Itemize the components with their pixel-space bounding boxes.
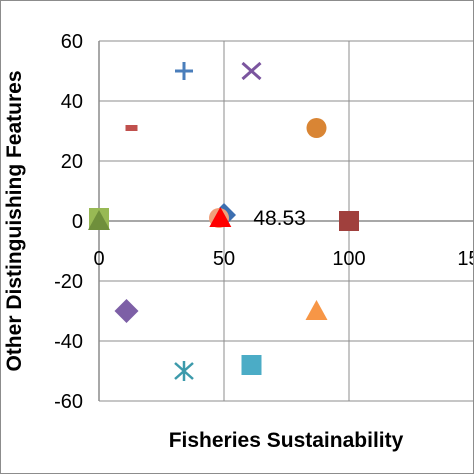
x-tick-label: 100 — [332, 248, 365, 270]
data-point-square — [339, 211, 359, 231]
data-point-diamond — [114, 299, 139, 323]
data-point-triangle — [209, 207, 232, 227]
data-point-x — [241, 61, 262, 81]
y-tick-label: 0 — [72, 211, 83, 233]
tick-labels: 60 40 20 0 -20 -40 -60 0 50 100 150 — [54, 31, 474, 413]
y-tick-label: -40 — [54, 331, 83, 353]
data-labels: 48.53 — [253, 207, 306, 230]
x-axis-title: Fisheries Sustainability — [169, 429, 404, 452]
data-point-dash — [125, 125, 138, 131]
y-tick-label: 20 — [61, 151, 83, 173]
y-tick-label: -60 — [54, 391, 83, 413]
x-tick-label: 150 — [457, 248, 474, 270]
data-point-circle — [306, 118, 327, 138]
y-axis-title: Other Distinguishing Features — [3, 70, 26, 371]
data-points — [88, 61, 359, 381]
x-tick-label: 50 — [213, 248, 235, 270]
data-point-triangle — [88, 210, 110, 230]
data-point-plus — [175, 62, 193, 80]
data-point-triangle — [305, 300, 328, 320]
data-point-square — [241, 355, 262, 375]
x-tick-label: 0 — [93, 248, 104, 270]
y-tick-label: 40 — [61, 91, 83, 113]
data-point-asterisk — [174, 361, 194, 381]
y-tick-label: 60 — [61, 31, 83, 53]
y-tick-label: -20 — [54, 271, 83, 293]
data-label: 48.53 — [253, 207, 306, 230]
